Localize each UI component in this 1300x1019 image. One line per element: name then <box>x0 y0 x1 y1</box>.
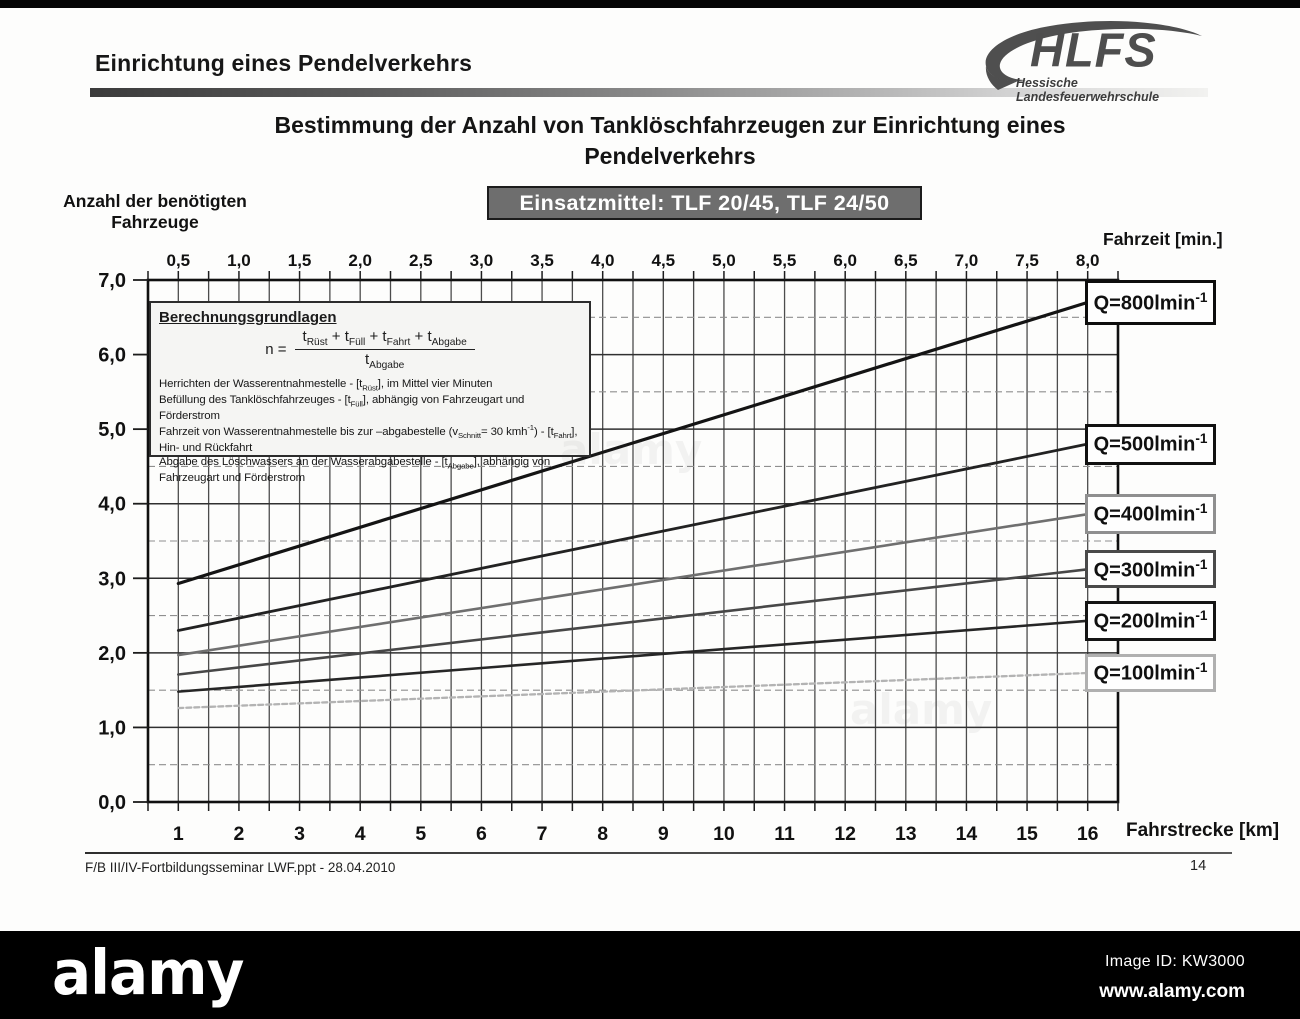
series-label-box-q300: Q=300lmin-1 <box>1085 550 1216 589</box>
slide-title-line1: Bestimmung der Anzahl von Tanklöschfahrz… <box>274 112 1066 138</box>
bottom-tick-label: 13 <box>895 823 917 845</box>
bottom-tick-label: 7 <box>537 823 548 845</box>
series-line-100 <box>177 671 1089 710</box>
bottom-tick-label: 15 <box>1016 823 1038 845</box>
bottom-tick-label: 4 <box>355 823 366 845</box>
bottom-tick-label: 9 <box>658 823 669 845</box>
top-tick-label: 4,5 <box>651 251 675 270</box>
top-tick-label: 5,5 <box>773 251 797 270</box>
bottom-axis-label: Fahrstrecke [km] <box>1126 820 1280 841</box>
top-tick-label: 3,5 <box>530 251 554 270</box>
series-line-300 <box>177 568 1089 676</box>
formula-lhs: n = <box>265 341 287 358</box>
top-tick-label: 6,0 <box>833 251 857 270</box>
y-tick-label: 0,0 <box>98 792 126 814</box>
ghost-watermark: alamy <box>850 685 993 734</box>
formula-denominator: tAbgabe <box>364 351 405 371</box>
logo-text: HLFS <box>1030 22 1157 77</box>
formula: n = tRüst + tFüll + tFahrt + tAbgabe tAb… <box>159 328 581 371</box>
scan-edge-strip <box>0 0 1300 8</box>
top-tick-label: 1,0 <box>227 251 251 270</box>
top-tick-label: 3,0 <box>470 251 494 270</box>
image-id-text: Image ID: KW3000 <box>1105 953 1245 970</box>
note-line: Befüllung des Tanklöschfahrzeuges - [tFü… <box>159 393 525 422</box>
bottom-tick-label: 5 <box>415 823 426 845</box>
alamy-logo: alamy <box>52 936 244 1010</box>
top-tick-label: 6,5 <box>894 251 918 270</box>
y-axis-title-line1: Anzahl der benötigten <box>63 191 247 211</box>
series-line-800 <box>176 300 1090 586</box>
y-tick-label: 5,0 <box>98 419 126 441</box>
page-number: 14 <box>1190 858 1207 874</box>
watermark-info: Image ID: KW3000 www.alamy.com <box>1099 953 1245 1003</box>
y-tick-label: 6,0 <box>98 345 126 367</box>
alamy-url: www.alamy.com <box>1099 981 1245 1002</box>
top-tick-label: 4,0 <box>591 251 615 270</box>
series-label-box-q200: Q=200lmin-1 <box>1085 600 1216 641</box>
y-tick-label: 1,0 <box>98 717 126 739</box>
bottom-tick-label: 12 <box>834 823 856 845</box>
y-tick-label: 2,0 <box>98 643 126 665</box>
series-line-500 <box>176 442 1090 632</box>
bottom-tick-label: 14 <box>956 823 978 845</box>
bottom-tick-label: 2 <box>234 823 245 845</box>
hlfs-logo: HLFS Hessische Landesfeuerwehrschule <box>978 20 1208 104</box>
note-line: Abgabe des Löschwassers an der Wasserabg… <box>159 455 551 484</box>
bottom-tick-label: 6 <box>476 823 487 845</box>
y-tick-label: 3,0 <box>98 568 126 590</box>
logo-swoosh-icon <box>985 21 1202 90</box>
equipment-banner: Einsatzmittel: TLF 20/45, TLF 24/50 <box>487 186 922 220</box>
top-tick-label: 7,0 <box>955 251 979 270</box>
header-rule <box>90 88 1208 97</box>
ghost-watermark: alamy <box>560 425 703 474</box>
y-axis-title-line2: Fahrzeuge <box>111 212 199 232</box>
watermark-bar: alamy Image ID: KW3000 www.alamy.com <box>0 931 1300 1019</box>
top-tick-label: 1,5 <box>288 251 312 270</box>
top-tick-label: 8,0 <box>1076 251 1100 270</box>
bottom-tick-label: 1 <box>173 823 184 845</box>
formula-numerator: tRüst + tFüll + tFahrt + tAbgabe <box>294 328 475 350</box>
series-label-box-q500: Q=500lmin-1 <box>1085 423 1216 465</box>
info-box-notes: Herrichten der Wasserentnahmestelle - [t… <box>159 377 581 485</box>
top-tick-label: 2,5 <box>409 251 433 270</box>
header-title: Einrichtung eines Pendelverkehrs <box>95 50 473 76</box>
y-tick-label: 4,0 <box>98 494 126 516</box>
series-label-box-q400: Q=400lmin-1 <box>1085 494 1216 535</box>
top-tick-label: 2,0 <box>348 251 372 270</box>
note-line: Herrichten der Wasserentnahmestelle - [t… <box>159 378 493 393</box>
series-label-box-q100: Q=100lmin-1 <box>1085 653 1216 692</box>
series-line-200 <box>177 619 1089 693</box>
top-axis-label: Fahrzeit [min.] <box>1103 229 1223 249</box>
logo-tagline: Hessische Landesfeuerwehrschule <box>1016 76 1160 104</box>
bottom-tick-label: 11 <box>774 823 795 845</box>
y-axis-title: Anzahl der benötigten Fahrzeuge <box>40 191 270 233</box>
footer-rule <box>85 852 1232 855</box>
note-line: Fahrzeit von Wasserentnahmestelle bis zu… <box>159 422 578 454</box>
y-tick-label: 7,0 <box>98 270 126 292</box>
bottom-tick-label: 8 <box>597 823 608 845</box>
bottom-tick-label: 16 <box>1077 823 1099 845</box>
top-tick-label: 7,5 <box>1015 251 1039 270</box>
slide-title-line2: Pendelverkehrs <box>584 143 756 169</box>
formula-fraction: tRüst + tFüll + tFahrt + tAbgabe tAbgabe <box>294 328 475 371</box>
info-box-title: Berechnungsgrundlagen <box>159 309 337 326</box>
series-label-box-q800: Q=800lmin-1 <box>1085 279 1216 325</box>
series-line-400 <box>177 512 1089 657</box>
top-tick-label: 0,5 <box>166 251 190 270</box>
footer-text: F/B III/IV-Fortbildungsseminar LWF.ppt -… <box>85 860 396 875</box>
bottom-tick-label: 10 <box>713 823 735 845</box>
calculation-info-box: Berechnungsgrundlagen n = tRüst + tFüll … <box>149 301 591 484</box>
bottom-tick-label: 3 <box>294 823 305 845</box>
top-tick-label: 5,0 <box>712 251 736 270</box>
